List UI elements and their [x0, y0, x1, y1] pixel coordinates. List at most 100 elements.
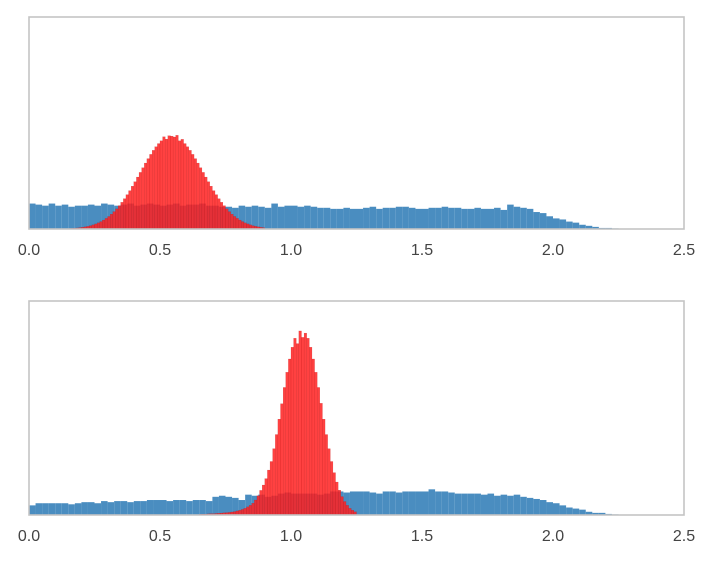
- bar-blue: [121, 501, 128, 515]
- bar-blue: [435, 491, 442, 515]
- bar-red: [123, 199, 126, 229]
- bar-blue: [429, 208, 436, 229]
- bar-blue: [108, 502, 115, 515]
- bar-blue: [278, 207, 285, 229]
- bar-red: [228, 212, 231, 229]
- bar-blue: [415, 491, 422, 515]
- bar-blue: [343, 208, 350, 229]
- bar-blue: [284, 206, 291, 229]
- bar-red: [291, 347, 294, 515]
- bar-blue: [127, 502, 134, 515]
- bar-red: [241, 222, 244, 229]
- bar-blue: [553, 218, 560, 229]
- bar-blue: [474, 494, 481, 515]
- bar-blue: [62, 503, 69, 515]
- bar-red: [249, 505, 252, 515]
- bar-blue: [370, 493, 377, 515]
- bar-blue: [376, 494, 383, 515]
- bar-red: [270, 462, 273, 516]
- bar-red: [236, 218, 239, 229]
- bar-red: [325, 435, 328, 515]
- bar-blue: [153, 500, 160, 515]
- bar-blue: [474, 208, 481, 229]
- bar-blue: [461, 494, 468, 515]
- bar-blue: [317, 208, 324, 229]
- x-tick-label: 1.0: [280, 528, 302, 545]
- bar-blue: [350, 209, 357, 229]
- x-tick-label: 2.5: [673, 528, 695, 545]
- bar-blue: [291, 206, 298, 229]
- bar-red: [322, 419, 325, 515]
- bar-blue: [494, 496, 501, 515]
- bar-blue: [199, 500, 206, 515]
- bar-red: [108, 216, 111, 229]
- bar-blue: [429, 489, 436, 515]
- x-tick-label: 0.0: [18, 242, 40, 259]
- bar-blue: [468, 494, 475, 515]
- bar-red: [333, 473, 336, 515]
- bar-blue: [422, 491, 429, 515]
- bar-red: [181, 139, 184, 229]
- bar-blue: [363, 491, 370, 515]
- bar-blue: [402, 207, 409, 229]
- bar-red: [244, 223, 247, 229]
- bar-red: [115, 209, 118, 229]
- bar-blue: [442, 207, 449, 229]
- bar-blue: [36, 503, 43, 515]
- bar-red: [241, 509, 244, 515]
- bar-blue: [81, 502, 88, 515]
- bar-blue: [520, 208, 527, 229]
- x-tick-label: 0.5: [149, 242, 171, 259]
- bar-red: [296, 344, 299, 515]
- bar-blue: [357, 209, 364, 229]
- bar-blue: [488, 494, 495, 515]
- bar-red: [134, 182, 137, 229]
- bar-blue: [62, 205, 69, 229]
- bar-blue: [566, 222, 573, 229]
- bar-blue: [29, 204, 36, 229]
- bar-blue: [376, 209, 383, 229]
- x-tick-label: 1.0: [280, 242, 302, 259]
- bar-blue: [415, 209, 422, 229]
- bar-red: [191, 154, 194, 229]
- bar-red: [131, 186, 134, 229]
- x-tick-label: 2.0: [542, 528, 564, 545]
- bar-red: [118, 206, 121, 229]
- bar-blue: [527, 498, 534, 515]
- bar-blue: [481, 209, 488, 229]
- bar-red: [218, 199, 221, 229]
- plot-area: [29, 301, 684, 515]
- bar-blue: [167, 501, 174, 515]
- bar-red: [121, 202, 124, 229]
- bar-blue: [409, 491, 416, 515]
- bar-blue: [75, 206, 82, 229]
- bar-blue: [101, 501, 108, 515]
- bar-red: [220, 202, 223, 229]
- bar-blue: [553, 503, 560, 515]
- bar-blue: [330, 209, 337, 229]
- bar-blue: [461, 209, 468, 229]
- bar-blue: [573, 223, 580, 229]
- bar-red: [152, 150, 155, 229]
- bar-red: [186, 147, 189, 229]
- bar-red: [252, 503, 255, 515]
- bar-blue: [147, 500, 154, 515]
- bar-red: [142, 168, 145, 229]
- bar-red: [267, 470, 270, 515]
- bar-red: [246, 507, 249, 515]
- bar-blue: [55, 206, 62, 229]
- bar-red: [343, 502, 346, 515]
- bar-blue: [75, 503, 82, 515]
- bar-red: [336, 482, 339, 515]
- bar-red: [205, 177, 208, 229]
- bar-blue: [68, 207, 75, 229]
- bar-blue: [435, 208, 442, 229]
- bar-blue: [389, 491, 396, 515]
- bar-blue: [193, 500, 200, 515]
- bar-red: [265, 479, 268, 515]
- bar-red: [189, 150, 192, 229]
- bar-red: [341, 497, 344, 515]
- bar-blue: [114, 501, 121, 515]
- bar-blue: [186, 501, 193, 515]
